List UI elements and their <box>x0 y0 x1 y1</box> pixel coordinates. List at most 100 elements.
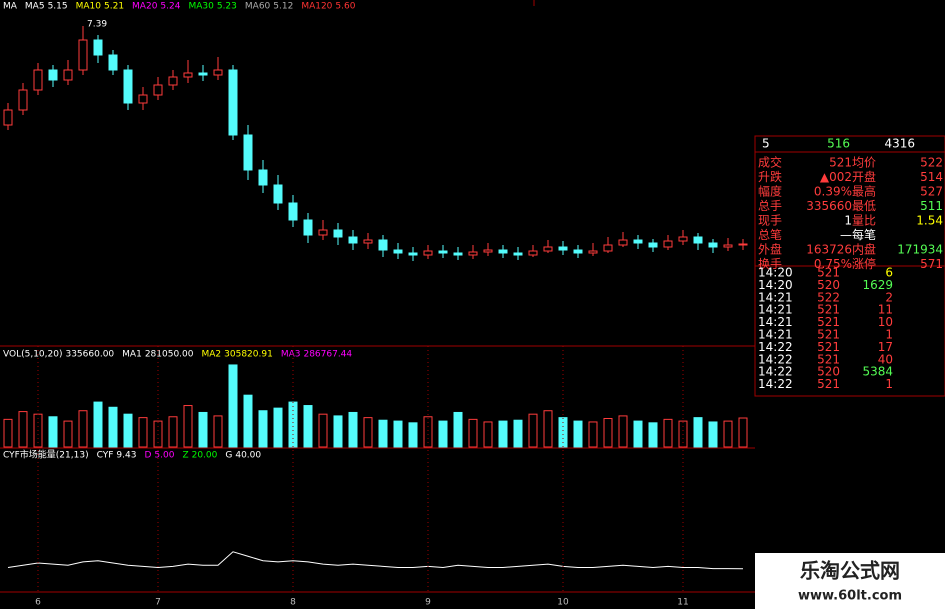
quote-value: 1.54 <box>916 214 943 228</box>
legend-value: 9.43 <box>116 451 136 461</box>
legend-value: 5.12 <box>273 2 293 12</box>
quote-value: 511 <box>920 199 943 213</box>
volume-bar <box>363 417 373 448</box>
volume-bar <box>468 418 478 448</box>
candle-body <box>468 251 478 256</box>
candle-body <box>453 252 463 256</box>
candle-body <box>153 84 163 96</box>
volume-bar <box>378 419 388 448</box>
quote-label: 总笔 <box>758 227 782 242</box>
volume-bar <box>543 410 553 448</box>
candle-body <box>423 250 433 256</box>
candle-body <box>573 249 583 254</box>
volume-bar <box>303 405 313 448</box>
tick-cell: 521 <box>817 315 840 329</box>
candle-body <box>168 76 178 86</box>
candle-body <box>378 239 388 251</box>
candle-body <box>513 252 523 256</box>
candle-body <box>228 69 238 136</box>
quote-label: 量比 <box>852 214 876 228</box>
volume-bar <box>438 420 448 448</box>
tick-cell: 2 <box>885 290 893 304</box>
quote-label: 换手 <box>758 257 782 271</box>
volume-bar <box>168 416 178 448</box>
candle-body <box>543 246 553 252</box>
volume-bar <box>138 417 148 448</box>
volume-bar <box>78 410 88 448</box>
quote-value: 571 <box>920 257 943 271</box>
legend-value: 20.00 <box>192 451 218 461</box>
legend-label: MA <box>3 2 18 12</box>
legend-label: CYF市场能量(21,13) <box>3 449 89 461</box>
volume-bar <box>273 407 283 448</box>
tick-cell: 520 <box>817 278 840 292</box>
high-annotation: 7.39 <box>87 20 107 30</box>
candle-body <box>108 54 118 71</box>
legend-value: 281050.00 <box>145 350 194 360</box>
legend-value: 5.60 <box>335 2 355 12</box>
tick-cell: 17 <box>878 340 893 354</box>
quote-value: 0.75% <box>814 257 852 271</box>
volume-bar <box>333 415 343 448</box>
legend-label: MA5 <box>25 2 45 12</box>
month-label: 8 <box>290 598 296 608</box>
tick-cell: 521 <box>817 352 840 366</box>
candle-body <box>48 69 58 81</box>
tick-cell: 1 <box>885 328 893 342</box>
tick-cell: 14:21 <box>758 303 793 317</box>
candle-body <box>648 242 658 248</box>
tick-cell: 10 <box>878 315 893 329</box>
volume-bar <box>183 405 193 448</box>
legend-value: 40.00 <box>235 451 261 461</box>
quote-label: 最低 <box>852 199 876 213</box>
tick-cell: 1 <box>885 377 893 391</box>
volume-bar <box>243 394 253 448</box>
volume-bar <box>318 413 328 448</box>
tick-cell: 521 <box>817 303 840 317</box>
volume-bar <box>708 421 718 448</box>
tick-cell: 14:21 <box>758 315 793 329</box>
volume-bar <box>498 420 508 448</box>
tick-cell: 521 <box>817 340 840 354</box>
volume-bar <box>663 418 673 448</box>
quote-label: 总手 <box>758 199 782 213</box>
candle-body <box>318 229 328 236</box>
candle-body <box>678 236 688 242</box>
watermark-box <box>755 553 945 609</box>
quote-value: 1 <box>844 214 852 228</box>
tick-cell: 14:22 <box>758 340 793 354</box>
legend-value: 305820.91 <box>224 350 273 360</box>
tick-cell: 14:21 <box>758 328 793 342</box>
quote-value: 522 <box>920 156 943 170</box>
tick-cell: 14:20 <box>758 278 793 292</box>
legend-label: MA30 <box>188 2 214 12</box>
quote-label: 成交 <box>758 155 782 170</box>
volume-bar <box>528 413 538 448</box>
tick-cell: 14:22 <box>758 352 793 366</box>
volume-bar <box>618 415 628 448</box>
candle-body <box>708 242 718 248</box>
volume-bar <box>198 411 208 448</box>
candle-body <box>123 69 133 104</box>
candle-body <box>198 72 208 76</box>
candle-body <box>363 239 373 244</box>
candle-body <box>93 39 103 56</box>
volume-bar <box>393 420 403 448</box>
legend-label: CYF <box>97 451 114 461</box>
tick-cell: 521 <box>817 266 840 280</box>
volume-bar <box>93 401 103 448</box>
candle-body <box>63 69 73 81</box>
quote-label: 幅度 <box>758 184 782 199</box>
volume-bar <box>48 416 58 448</box>
volume-bar <box>123 413 133 448</box>
legend-label: MA60 <box>245 2 271 12</box>
volume-bar <box>3 418 13 448</box>
candle-body <box>288 202 298 221</box>
volume-bar <box>603 418 613 448</box>
quote-label: 最高 <box>852 184 876 199</box>
candle-body <box>78 39 88 71</box>
tick-cell: 14:20 <box>758 266 793 280</box>
legend-label: G <box>225 451 232 461</box>
